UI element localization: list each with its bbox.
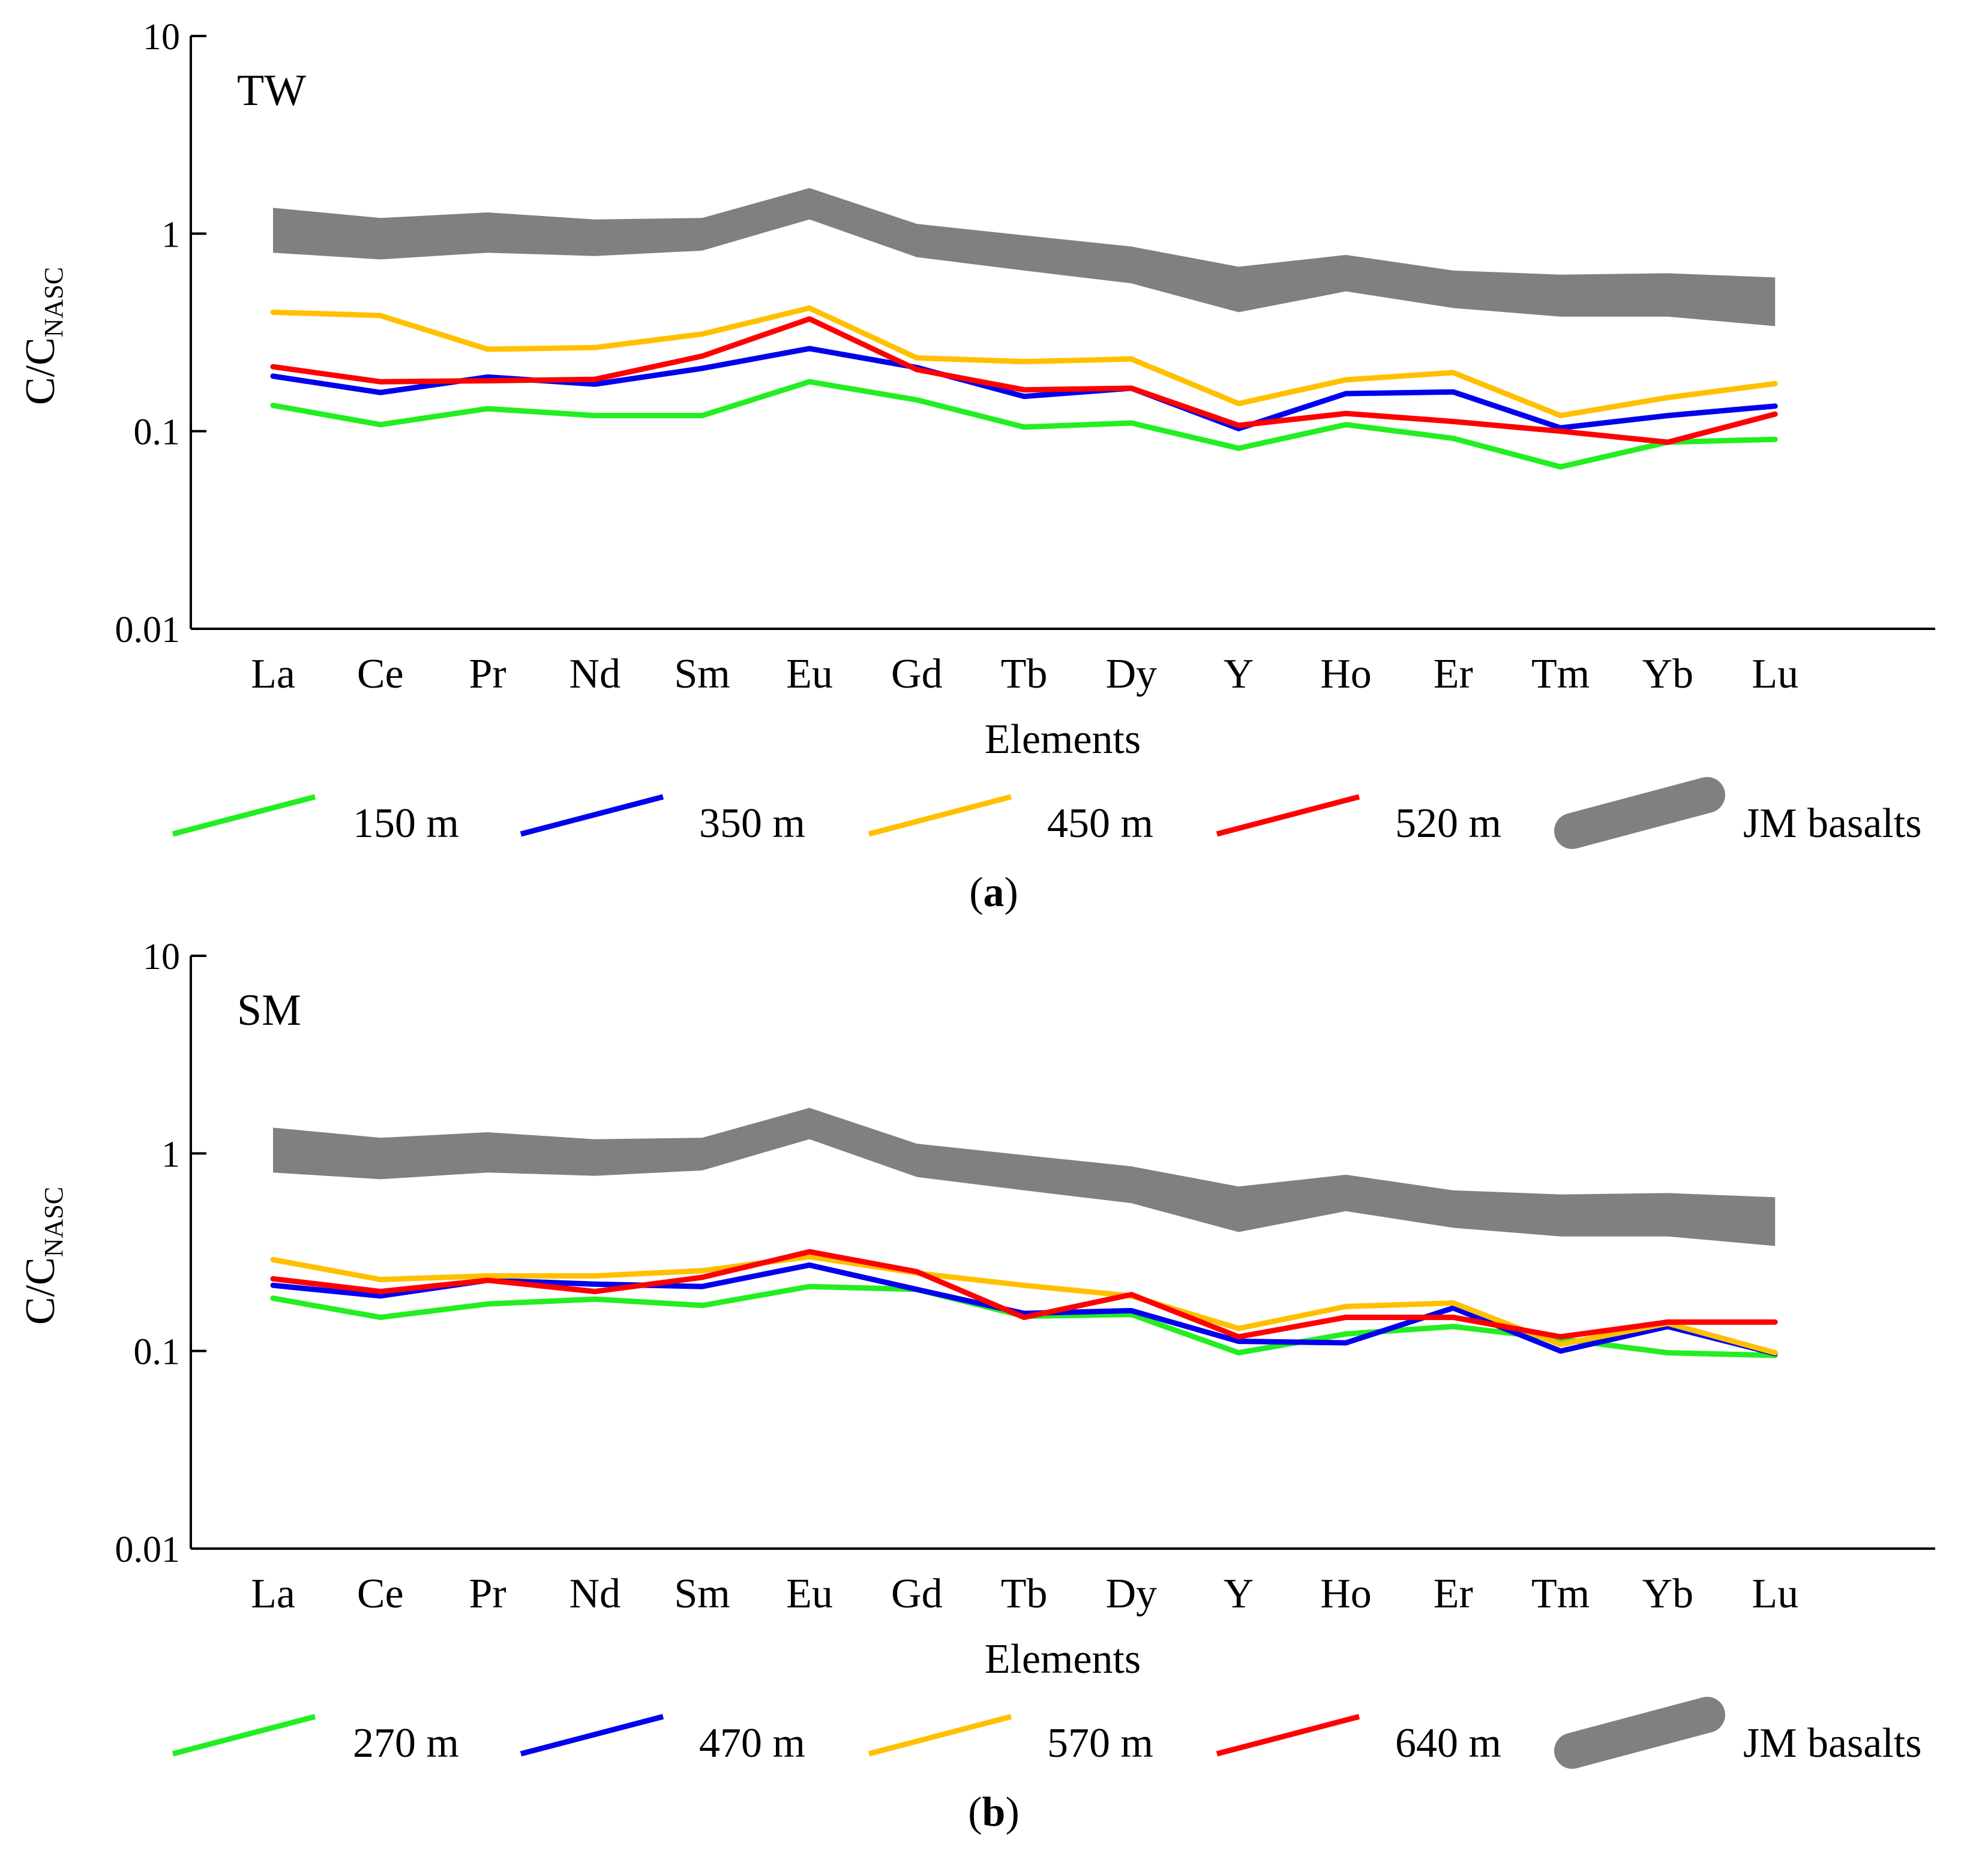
x-tick-label: Y <box>1224 1571 1254 1617</box>
legend-item-series-2: 350 m <box>520 794 805 847</box>
legend-label: JM basalts <box>1743 1720 1922 1766</box>
legend-swatch <box>868 794 1012 837</box>
x-tick-label: Tm <box>1531 651 1590 697</box>
panel-label: SM <box>237 986 301 1035</box>
x-tick-label: Eu <box>786 651 833 697</box>
legend-item-band: JM basalts <box>1554 777 1922 849</box>
x-tick-label: Nd <box>569 1571 621 1617</box>
x-tick-label: Er <box>1434 1571 1473 1617</box>
panel-caption: (b) <box>968 1789 1020 1835</box>
legend-swatch <box>1554 1697 1725 1769</box>
x-tick-label: Pr <box>469 651 506 697</box>
legend-item-series-3: 450 m <box>868 794 1153 847</box>
legend-label: 640 m <box>1395 1720 1501 1766</box>
chart-panel-b: SM C/CNASC Elements 270 m 470 m 570 m 64… <box>17 937 1935 1835</box>
legend-label: 450 m <box>1047 800 1153 847</box>
legend-item-series-4: 640 m <box>1216 1714 1501 1766</box>
series-line-3 <box>270 305 1778 419</box>
chart-panel-a: TW C/CNASC Elements 150 m 350 m 450 m 52… <box>17 17 1935 916</box>
x-tick-label: Gd <box>891 651 943 697</box>
x-tick-label: Ho <box>1320 651 1372 697</box>
x-tick-label: La <box>251 1571 295 1617</box>
legend-item-series-3: 570 m <box>868 1714 1153 1766</box>
legend-swatch <box>520 794 664 837</box>
legend: 150 m 350 m 450 m 520 m JM basalts <box>172 777 1922 849</box>
x-tick-label: Y <box>1224 651 1254 697</box>
x-tick-label: Nd <box>569 651 621 697</box>
legend-swatch <box>172 1714 316 1757</box>
x-axis-title: Elements <box>985 716 1141 763</box>
legend-item-series-2: 470 m <box>520 1714 805 1766</box>
y-axis-title: C/CNASC <box>17 267 68 405</box>
y-tick-label: 0.01 <box>115 610 181 650</box>
legend-label: 270 m <box>353 1720 459 1766</box>
legend-label: 520 m <box>1395 800 1501 847</box>
series-line-1 <box>270 379 1778 470</box>
y-tick-label: 1 <box>161 214 180 255</box>
y-tick-label: 0.01 <box>115 1529 181 1570</box>
x-axis-title: Elements <box>985 1636 1141 1682</box>
legend-label: JM basalts <box>1743 800 1922 847</box>
x-tick-label: Ce <box>357 1571 404 1617</box>
y-tick-label: 0.1 <box>134 412 181 453</box>
x-tick-label: Tb <box>1001 651 1048 697</box>
series-line-4 <box>270 316 1778 445</box>
x-tick-label: La <box>251 651 295 697</box>
y-tick-label: 1 <box>161 1134 180 1175</box>
x-tick-label: Yb <box>1642 651 1694 697</box>
x-tick-label: Sm <box>674 1571 730 1617</box>
x-tick-label: Dy <box>1106 651 1158 697</box>
x-tick-label: Sm <box>674 651 730 697</box>
legend-swatch <box>520 1714 664 1757</box>
x-tick-label: Lu <box>1752 651 1798 697</box>
y-tick-label: 0.1 <box>134 1332 181 1373</box>
series-line-4 <box>270 1249 1778 1340</box>
legend-item-band: JM basalts <box>1554 1697 1922 1769</box>
panel-caption: (a) <box>969 869 1018 916</box>
legend-swatch <box>868 1714 1012 1757</box>
x-tick-label: Tb <box>1001 1571 1048 1617</box>
legend-label: 150 m <box>353 800 459 847</box>
legend-swatch <box>1216 794 1360 837</box>
x-tick-label: Er <box>1434 651 1473 697</box>
legend-swatch <box>1554 777 1725 849</box>
x-tick-label: Ce <box>357 651 404 697</box>
x-tick-label: Dy <box>1106 1571 1158 1617</box>
x-tick-label: Yb <box>1642 1571 1694 1617</box>
band-jm-basalts <box>273 1108 1776 1246</box>
legend-swatch <box>172 794 316 837</box>
legend-item-series-1: 270 m <box>172 1714 459 1766</box>
legend-item-series-4: 520 m <box>1216 794 1501 847</box>
panel-label: TW <box>237 66 306 115</box>
legend-label: 350 m <box>699 800 805 847</box>
y-tick-label: 10 <box>143 17 180 58</box>
legend: 270 m 470 m 570 m 640 m JM basalts <box>172 1697 1922 1769</box>
x-tick-label: Gd <box>891 1571 943 1617</box>
x-tick-label: Pr <box>469 1571 506 1617</box>
legend-label: 570 m <box>1047 1720 1153 1766</box>
y-tick-label: 10 <box>143 937 180 977</box>
legend-label: 470 m <box>699 1720 805 1766</box>
band-jm-basalts <box>273 188 1776 326</box>
y-axis-title: C/CNASC <box>17 1187 68 1325</box>
x-tick-label: Ho <box>1320 1571 1372 1617</box>
x-tick-label: Tm <box>1531 1571 1590 1617</box>
legend-item-series-1: 150 m <box>172 794 459 847</box>
legend-swatch <box>1216 1714 1360 1757</box>
x-tick-label: Lu <box>1752 1571 1798 1617</box>
x-tick-label: Eu <box>786 1571 833 1617</box>
